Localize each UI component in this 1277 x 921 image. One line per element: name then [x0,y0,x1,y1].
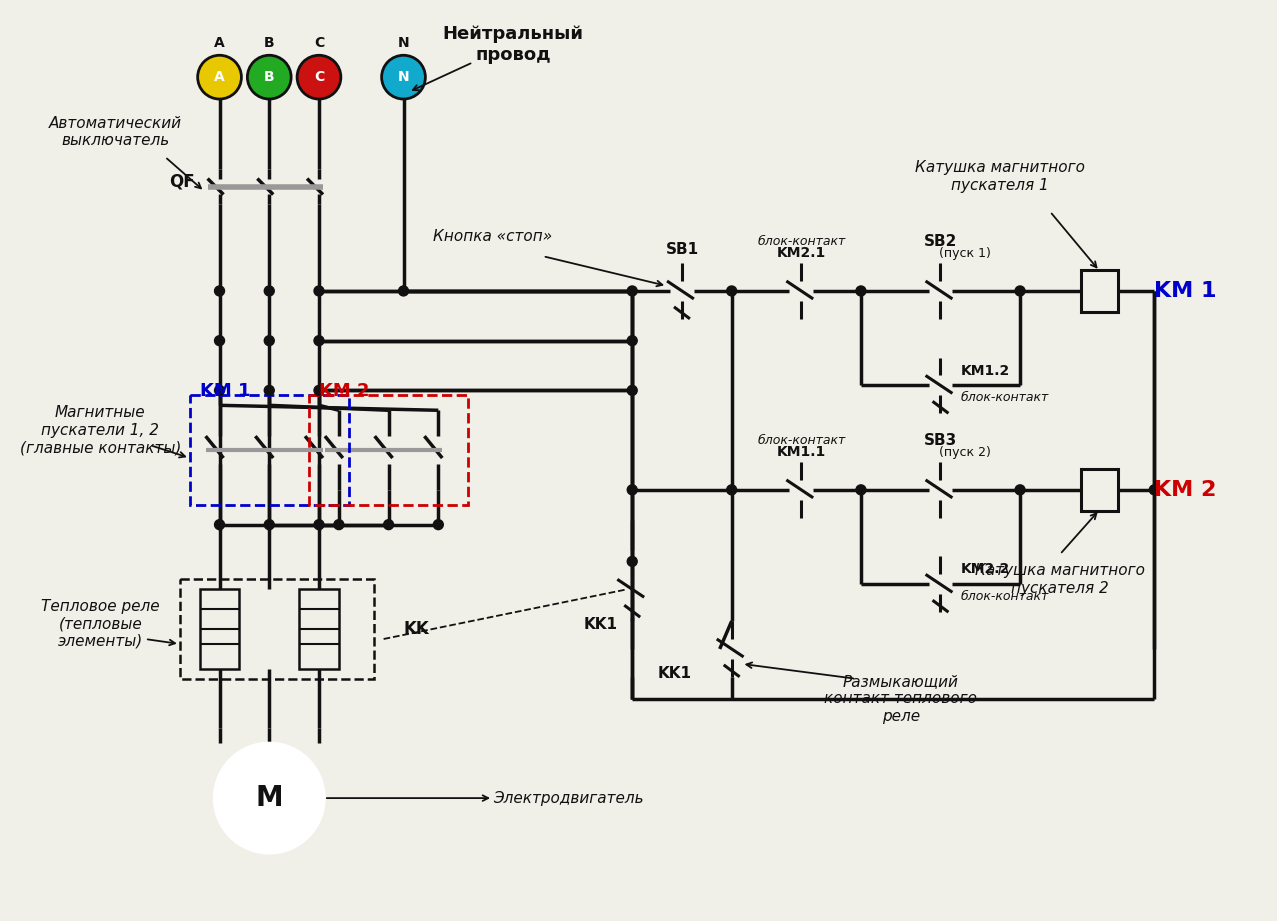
Circle shape [627,286,637,296]
Circle shape [856,286,866,296]
Text: KM 1: KM 1 [199,382,250,401]
Circle shape [333,519,344,530]
Text: SB2: SB2 [923,234,958,249]
Circle shape [627,484,637,495]
Text: KK: KK [404,620,429,638]
Circle shape [382,55,425,99]
Text: M: M [255,784,283,812]
Circle shape [1149,484,1160,495]
Circle shape [398,286,409,296]
Text: Катушка магнитного
пускателя 2: Катушка магнитного пускателя 2 [974,563,1144,596]
Circle shape [215,335,225,345]
Text: SB1: SB1 [665,241,699,257]
Circle shape [314,385,324,395]
Text: KM 2: KM 2 [319,382,369,401]
Circle shape [264,286,275,296]
Circle shape [627,385,637,395]
Text: KM2.1: KM2.1 [776,246,826,260]
Bar [199,589,239,669]
Text: Магнитные
пускатели 1, 2
(главные контакты): Магнитные пускатели 1, 2 (главные контак… [19,405,181,455]
Circle shape [248,55,291,99]
Circle shape [627,556,637,566]
Circle shape [856,484,866,495]
Text: Тепловое реле
(тепловые
элементы): Тепловое реле (тепловые элементы) [41,600,160,649]
Bar [1080,469,1119,511]
Bar [180,579,374,679]
Circle shape [314,286,324,296]
Text: блок-контакт: блок-контакт [757,235,845,248]
Text: B: B [264,36,275,51]
Text: SB3: SB3 [923,433,958,448]
Text: (пуск 2): (пуск 2) [940,446,991,459]
Circle shape [627,335,637,345]
Text: Катушка магнитного
пускателя 1: Катушка магнитного пускателя 1 [916,160,1085,192]
Circle shape [1015,286,1025,296]
Circle shape [264,519,275,530]
Circle shape [314,519,324,530]
Text: блок-контакт: блок-контакт [960,589,1048,602]
Circle shape [264,385,275,395]
Text: C: C [314,70,324,84]
Bar [309,395,469,505]
Circle shape [215,743,324,853]
Text: QF: QF [169,172,194,191]
Text: KK1: KK1 [658,666,692,682]
Text: KM1.1: KM1.1 [776,445,826,459]
Text: B: B [264,70,275,84]
Circle shape [215,385,225,395]
Circle shape [1015,484,1025,495]
Text: Размыкающий
контакт теплового
реле: Размыкающий контакт теплового реле [824,674,977,724]
Text: Электродвигатель: Электродвигатель [493,790,644,806]
Text: KM2.2: KM2.2 [960,563,1010,577]
Bar [299,589,338,669]
Text: C: C [314,36,324,51]
Text: блок-контакт: блок-контакт [960,391,1048,403]
Text: N: N [397,70,410,84]
Text: A: A [215,70,225,84]
Text: (пуск 1): (пуск 1) [940,247,991,260]
Text: KM 1: KM 1 [1154,281,1217,301]
Circle shape [383,519,393,530]
Text: Автоматический
выключатель: Автоматический выключатель [49,116,181,148]
Text: KK1: KK1 [584,616,617,632]
Bar [190,395,349,505]
Text: KM1.2: KM1.2 [960,364,1010,378]
Text: Кнопка «стоп»: Кнопка «стоп» [433,228,553,244]
Text: A: A [215,36,225,51]
Bar [1080,270,1119,312]
Circle shape [198,55,241,99]
Circle shape [264,335,275,345]
Circle shape [727,286,737,296]
Circle shape [215,519,225,530]
Circle shape [215,286,225,296]
Text: блок-контакт: блок-контакт [757,434,845,447]
Text: KM 2: KM 2 [1154,480,1217,500]
Circle shape [433,519,443,530]
Circle shape [298,55,341,99]
Text: N: N [397,36,410,51]
Circle shape [314,335,324,345]
Circle shape [727,484,737,495]
Text: Нейтральный
провод: Нейтральный провод [442,25,584,64]
